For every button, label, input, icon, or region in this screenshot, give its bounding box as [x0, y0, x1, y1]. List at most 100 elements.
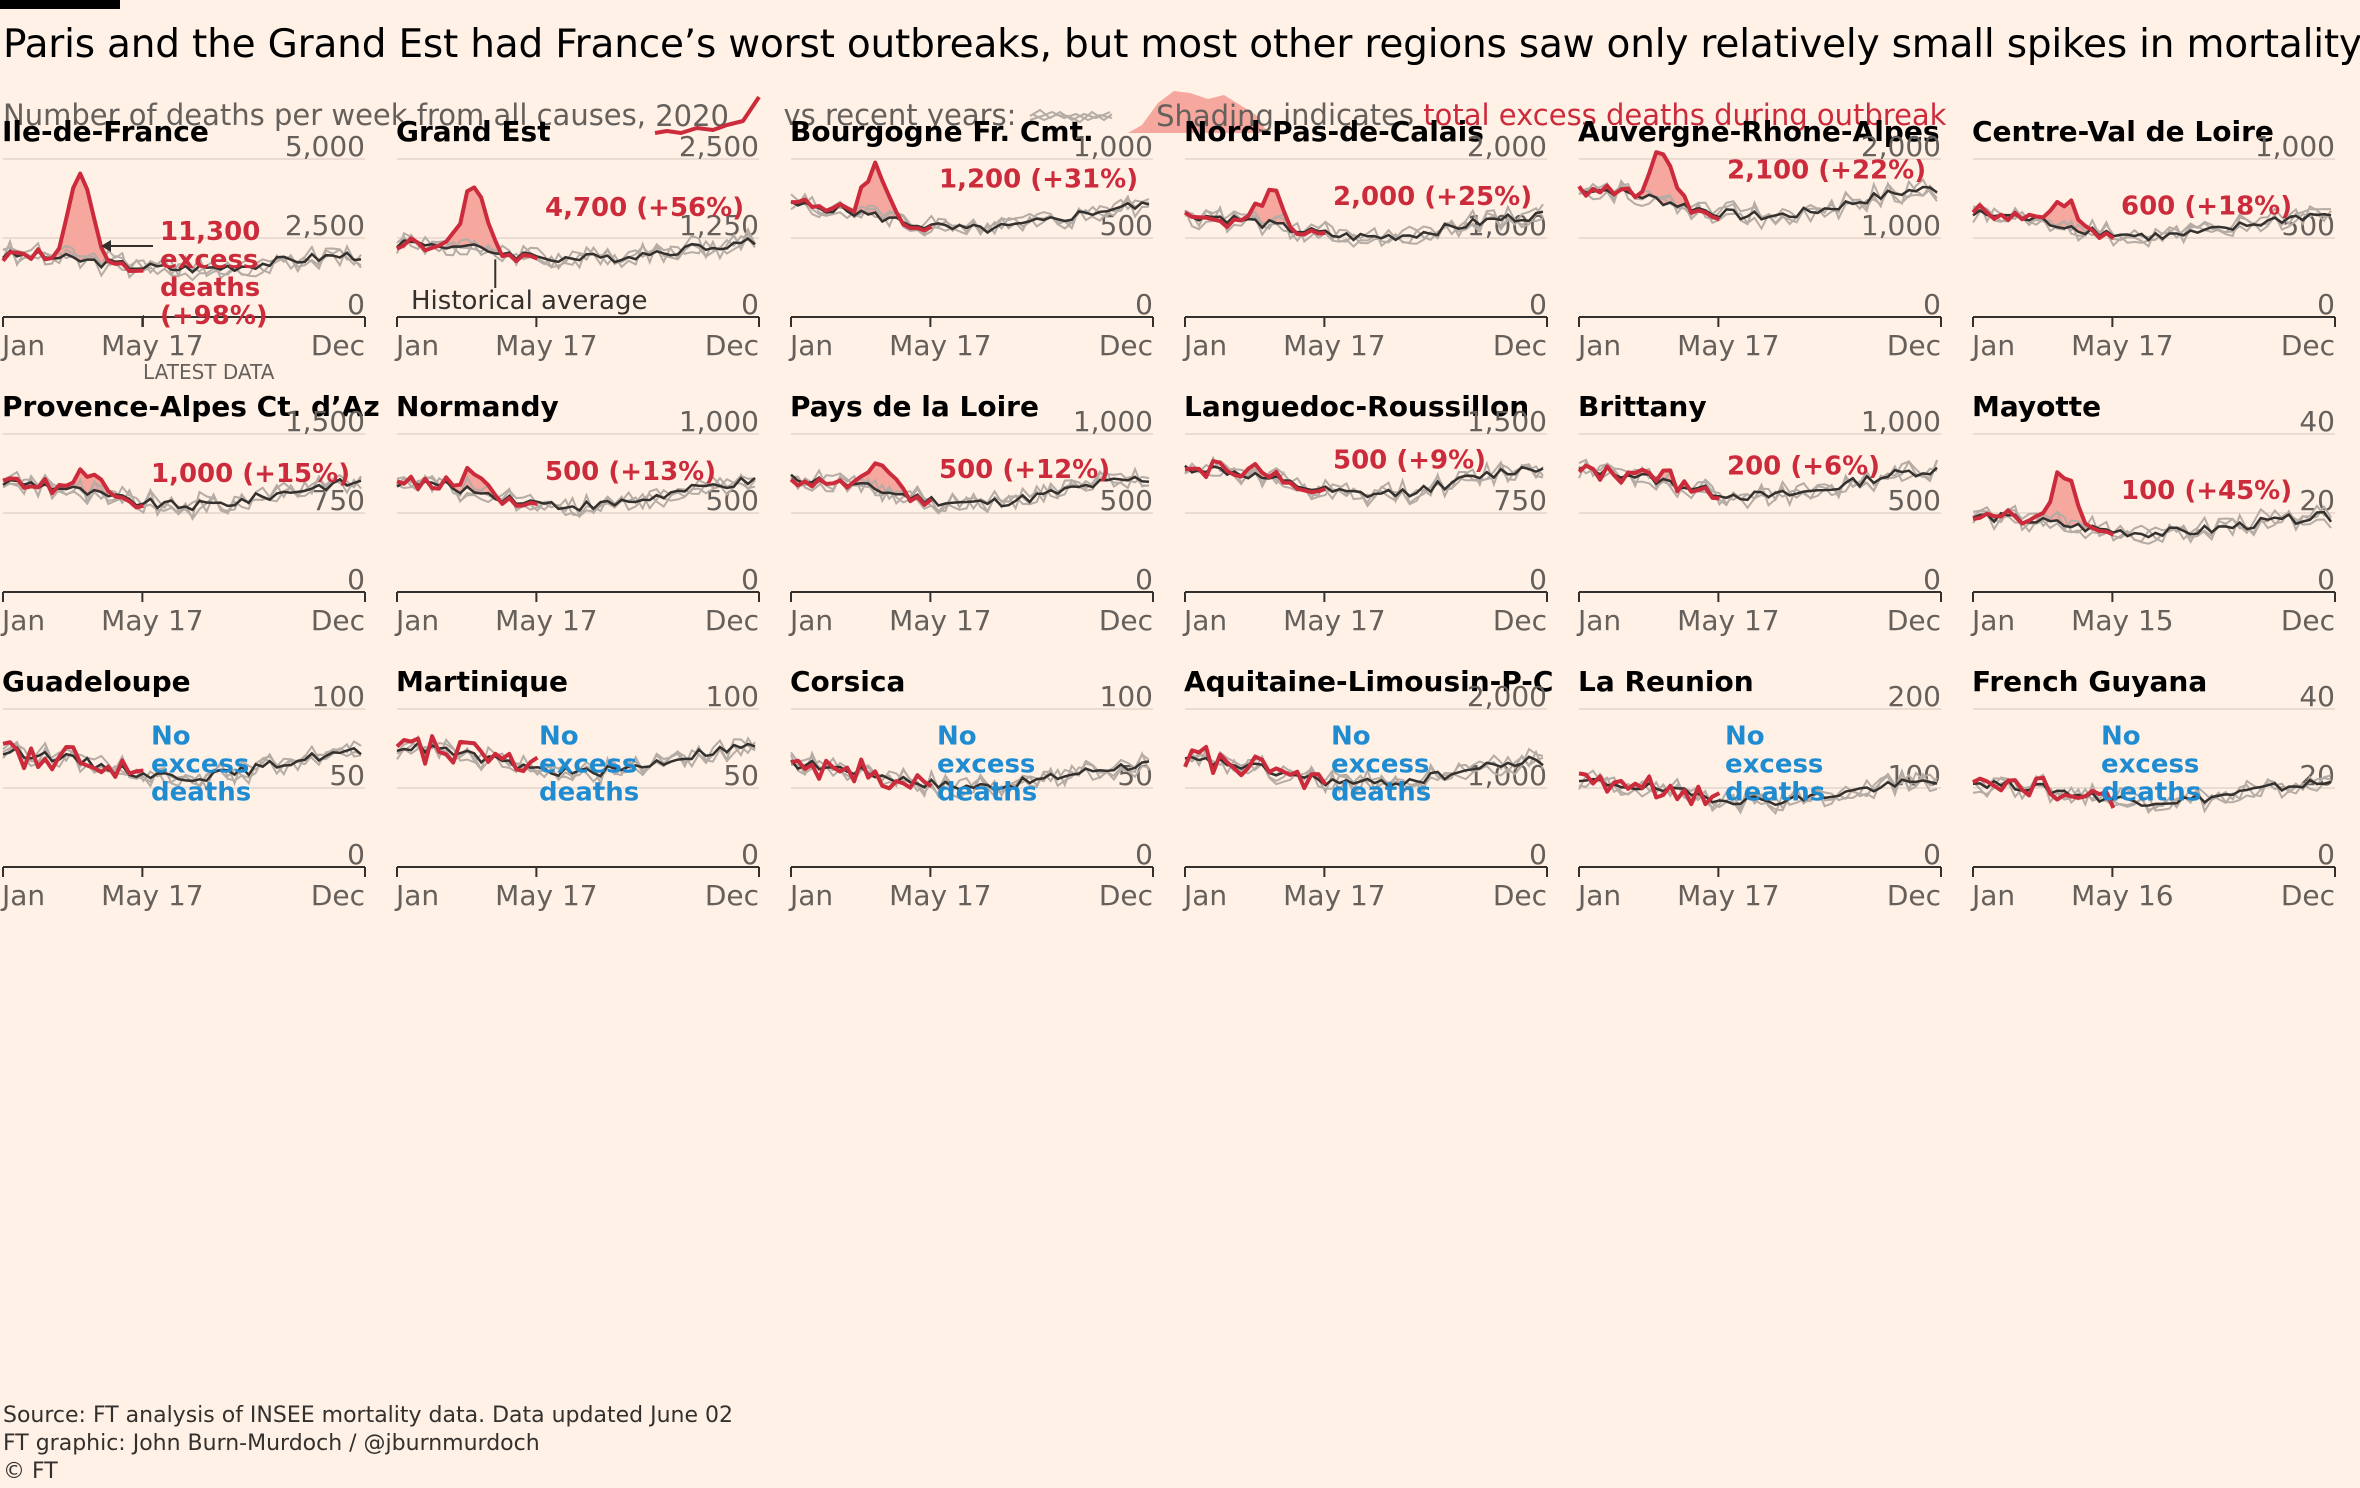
x-tick-label: Dec: [705, 329, 759, 362]
panel-annotation: 600 (+18%): [2121, 191, 2292, 221]
line-2020: [395, 734, 539, 774]
line-2020: [790, 757, 933, 791]
panel-annotation: 500 (+9%): [1333, 446, 1486, 476]
x-tick-label: Dec: [1887, 604, 1941, 637]
historical-average-line: [1972, 208, 2332, 242]
legend-recent-years-icon: [1029, 108, 1113, 124]
x-tick-label: May 17: [495, 879, 597, 912]
recent-year-line: [1578, 768, 1938, 816]
annotation-line: (+98%): [160, 301, 268, 331]
panel-title: Brittany: [1578, 390, 1707, 423]
x-tick-label: May 17: [1283, 604, 1385, 637]
y-tick-label: 0: [1135, 838, 1153, 871]
y-tick-label: 500: [1100, 484, 1153, 517]
panel-title: Nord-Pas-de-Calais: [1184, 115, 1484, 148]
legend-vs: vs recent years:: [783, 98, 1017, 132]
y-tick-label: 2,000: [1861, 130, 1941, 163]
x-tick-label: May 17: [101, 879, 203, 912]
x-tick-label: May 17: [889, 604, 991, 637]
line-2020: [1972, 470, 2115, 537]
annotation-line: 500 (+9%): [1333, 446, 1486, 476]
line-2020: [396, 185, 539, 264]
line-2020: [1577, 150, 1721, 222]
y-tick-label: 0: [1529, 838, 1547, 871]
x-tick-label: Dec: [2281, 329, 2335, 362]
annotation-line: 2,100 (+22%): [1727, 156, 1926, 186]
y-tick-label: 0: [347, 288, 365, 321]
annotation-line: deaths: [160, 273, 260, 303]
x-tick-label: Jan: [1182, 604, 1227, 637]
y-tick-label: 1,000: [2255, 130, 2335, 163]
x-tick-label: Jan: [0, 329, 45, 362]
historical-average-line: [1972, 510, 2333, 539]
x-tick-label: Jan: [1970, 329, 2015, 362]
panel-annotation: No excess deaths: [1725, 721, 1825, 807]
recent-year-line: [790, 468, 1150, 515]
x-tick-label: May 17: [495, 329, 597, 362]
line-2020: [1577, 463, 1720, 501]
x-tick-label: May 17: [1677, 604, 1779, 637]
y-tick-label: 2,500: [285, 209, 365, 242]
annotation-line: No: [151, 721, 191, 751]
y-tick-label: 5,000: [285, 130, 365, 163]
annotation-line: 11,300: [160, 217, 260, 247]
x-tick-label: Jan: [0, 879, 45, 912]
panel-0: Ile-de-France 5,000 2,500 0 Jan May 17 Dec 11,3…: [0, 115, 366, 384]
excess-shading: [446, 187, 503, 255]
x-tick-label: Dec: [1493, 879, 1547, 912]
recent-year-line: [1578, 460, 1938, 510]
x-tick-label: Jan: [788, 329, 833, 362]
historical-average-line: [790, 200, 1150, 235]
y-tick-label: 1,500: [285, 405, 365, 438]
y-tick-label: 0: [1923, 563, 1941, 596]
panel-8: Pays de la Loire 1,000 500 0 Jan May 17 Dec 500…: [788, 390, 1154, 637]
annotation-line: 2,000 (+25%): [1333, 182, 1532, 212]
footer: Source: FT analysis of INSEE mortality d…: [3, 1402, 733, 1486]
excess-shading: [1635, 152, 1692, 211]
annotation-line: 600 (+18%): [2121, 191, 2292, 221]
historical-average-line: [396, 237, 756, 264]
annotation-line: No: [1725, 721, 1765, 751]
x-tick-label: Jan: [1576, 329, 1621, 362]
y-tick-label: 1,500: [1467, 405, 1547, 438]
x-tick-label: Dec: [2281, 604, 2335, 637]
annotation-line: excess: [160, 245, 258, 275]
y-tick-label: 2,000: [1467, 130, 1547, 163]
line-2020: [789, 461, 933, 507]
annotation-line: 1,000 (+15%): [151, 459, 350, 489]
annotation-line: excess: [151, 749, 249, 779]
x-tick-label: Dec: [705, 879, 759, 912]
annotation-line: No: [2101, 721, 2141, 751]
footer-source: Source: FT analysis of INSEE mortality d…: [3, 1403, 733, 1428]
arrow-head-icon: [101, 240, 111, 252]
historical-average-line: [1184, 464, 1544, 499]
y-tick-label: 2,500: [679, 130, 759, 163]
ft-brand-bar: [0, 0, 120, 9]
panel-title: Martinique: [396, 665, 568, 698]
y-tick-label: 0: [2317, 288, 2335, 321]
excess-shading: [1241, 189, 1298, 232]
panel-title: Centre-Val de Loire: [1972, 115, 2274, 148]
legend-shading-label: Shading: [1156, 99, 1274, 133]
y-tick-label: 0: [1135, 288, 1153, 321]
annotation-line: 100 (+45%): [2121, 476, 2292, 506]
annotation-line: 1,200 (+31%): [939, 164, 1138, 194]
recent-year-line: [396, 231, 756, 271]
historical-average-line: [1184, 755, 1544, 788]
panel-title: Provence-Alpes Ct. d’Az: [2, 390, 380, 423]
historical-average-line: [2, 745, 362, 783]
y-tick-label: 100: [312, 680, 365, 713]
y-tick-label: 0: [2317, 838, 2335, 871]
legend-year: 2020: [654, 95, 761, 135]
line-2020: [1971, 198, 2115, 241]
x-tick-label: May 15: [2071, 604, 2173, 637]
panel-title: Normandy: [396, 390, 559, 423]
panel-title: French Guyana: [1972, 665, 2207, 698]
recent-year-line: [396, 231, 756, 269]
annotation-line: No: [937, 721, 977, 751]
panel-annotation: No excess deaths: [151, 721, 251, 807]
